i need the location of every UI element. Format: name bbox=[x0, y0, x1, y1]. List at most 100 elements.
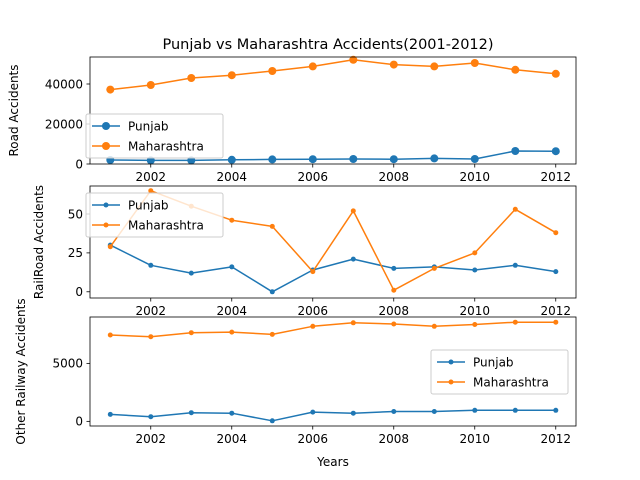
legend-entry: Maharashtra bbox=[473, 375, 549, 389]
data-point bbox=[512, 407, 518, 413]
x-tick-label: 2006 bbox=[297, 432, 328, 446]
data-point bbox=[472, 322, 478, 327]
data-point bbox=[431, 265, 437, 271]
data-point bbox=[430, 62, 439, 71]
y-tick-label: 20000 bbox=[45, 117, 83, 131]
data-point bbox=[227, 71, 236, 80]
x-axis-label: Years bbox=[316, 455, 349, 469]
data-point bbox=[308, 155, 317, 164]
data-point bbox=[148, 262, 154, 268]
data-point bbox=[308, 62, 317, 71]
legend-entry: Maharashtra bbox=[128, 218, 204, 232]
data-point bbox=[310, 409, 316, 415]
data-point bbox=[551, 69, 560, 78]
data-point bbox=[148, 334, 154, 340]
x-tick-label: 2004 bbox=[216, 170, 247, 184]
x-tick-label: 2002 bbox=[135, 304, 166, 318]
series-line-maharashtra bbox=[110, 321, 556, 338]
legend-box bbox=[430, 349, 569, 395]
data-point bbox=[350, 208, 356, 214]
legend-entry: Punjab bbox=[128, 198, 169, 212]
data-point bbox=[511, 65, 520, 74]
data-point bbox=[391, 321, 397, 327]
panel-3: 2002 2004 2006 2008 2010 2012 0 5000 Other Railw… bbox=[14, 298, 577, 469]
data-point bbox=[470, 155, 479, 163]
y-axis-label: Road Accidents bbox=[7, 64, 21, 156]
data-point bbox=[431, 323, 437, 329]
data-point bbox=[389, 155, 398, 164]
series-line-punjab bbox=[109, 244, 556, 293]
panel-2: 2002 2004 2006 2008 2010 2012 0 25 50 RailRoad Ac… bbox=[32, 185, 577, 318]
data-point bbox=[229, 217, 235, 223]
legend-box bbox=[85, 192, 224, 238]
x-tick-label: 2010 bbox=[459, 304, 490, 318]
series-line-punjab bbox=[110, 409, 556, 422]
data-point bbox=[553, 407, 559, 413]
data-point bbox=[349, 55, 358, 64]
data-point bbox=[268, 67, 277, 75]
x-tick-label: 2008 bbox=[378, 170, 409, 184]
y-tick-label: 50 bbox=[68, 207, 83, 221]
chart-panels: 2002 2004 2006 2008 2010 2012 0 20000 40000 Road … bbox=[7, 55, 577, 469]
x-tick-label: 2004 bbox=[216, 304, 247, 318]
x-tick-label: 2012 bbox=[540, 304, 571, 318]
data-point bbox=[512, 319, 518, 325]
data-point bbox=[389, 60, 398, 69]
x-tick-label: 2004 bbox=[216, 432, 247, 446]
y-axis-label: RailRoad Accidents bbox=[32, 185, 46, 299]
data-point bbox=[431, 409, 437, 414]
data-point bbox=[350, 256, 356, 262]
x-tick-label: 2006 bbox=[297, 170, 328, 184]
data-point bbox=[553, 319, 559, 325]
legend-entry: Maharashtra bbox=[128, 139, 204, 153]
axes-frame bbox=[89, 56, 577, 165]
legend: Punjab Maharashtra bbox=[430, 349, 569, 395]
x-tick-label: 2006 bbox=[297, 304, 328, 318]
x-tick-label: 2008 bbox=[378, 432, 409, 446]
y-tick-label: 40000 bbox=[45, 77, 83, 91]
legend-marker bbox=[448, 379, 454, 385]
y-tick-label: 0 bbox=[75, 157, 83, 171]
data-point bbox=[146, 81, 155, 89]
x-tick-label: 2002 bbox=[135, 170, 166, 184]
data-point bbox=[229, 264, 235, 270]
legend: Punjab Maharashtra bbox=[85, 113, 224, 159]
data-point bbox=[227, 155, 236, 164]
y-tick-label: 25 bbox=[68, 246, 83, 260]
data-point bbox=[349, 155, 358, 163]
data-point bbox=[430, 154, 439, 163]
y-tick-label: 0 bbox=[75, 285, 83, 299]
data-point bbox=[472, 267, 478, 273]
x-tick-label: 2002 bbox=[135, 432, 166, 446]
data-point bbox=[472, 250, 478, 256]
data-point bbox=[268, 155, 277, 164]
legend-marker bbox=[103, 222, 109, 228]
data-point bbox=[310, 269, 316, 275]
data-point bbox=[269, 331, 275, 337]
x-tick-label: 2012 bbox=[540, 170, 571, 184]
data-point bbox=[391, 265, 397, 271]
axes-frame bbox=[89, 316, 577, 427]
legend-marker bbox=[102, 142, 110, 150]
data-point bbox=[188, 330, 194, 336]
legend-marker bbox=[103, 202, 109, 208]
legend-entry: Punjab bbox=[128, 119, 169, 133]
data-point bbox=[188, 270, 194, 276]
axes-frame bbox=[89, 185, 577, 299]
data-point bbox=[350, 410, 356, 416]
data-point bbox=[553, 269, 559, 275]
data-point bbox=[553, 230, 559, 236]
data-point bbox=[391, 287, 397, 293]
y-tick-label: 5000 bbox=[52, 357, 83, 371]
data-point bbox=[107, 411, 113, 417]
legend-box bbox=[85, 113, 224, 159]
data-point bbox=[187, 74, 196, 82]
series-line-maharashtra bbox=[110, 59, 556, 91]
data-point bbox=[472, 407, 478, 413]
legend: Punjab Maharashtra bbox=[85, 192, 224, 238]
legend-marker bbox=[448, 359, 454, 365]
data-point bbox=[106, 85, 115, 94]
data-point bbox=[229, 410, 235, 416]
data-point bbox=[391, 409, 397, 414]
